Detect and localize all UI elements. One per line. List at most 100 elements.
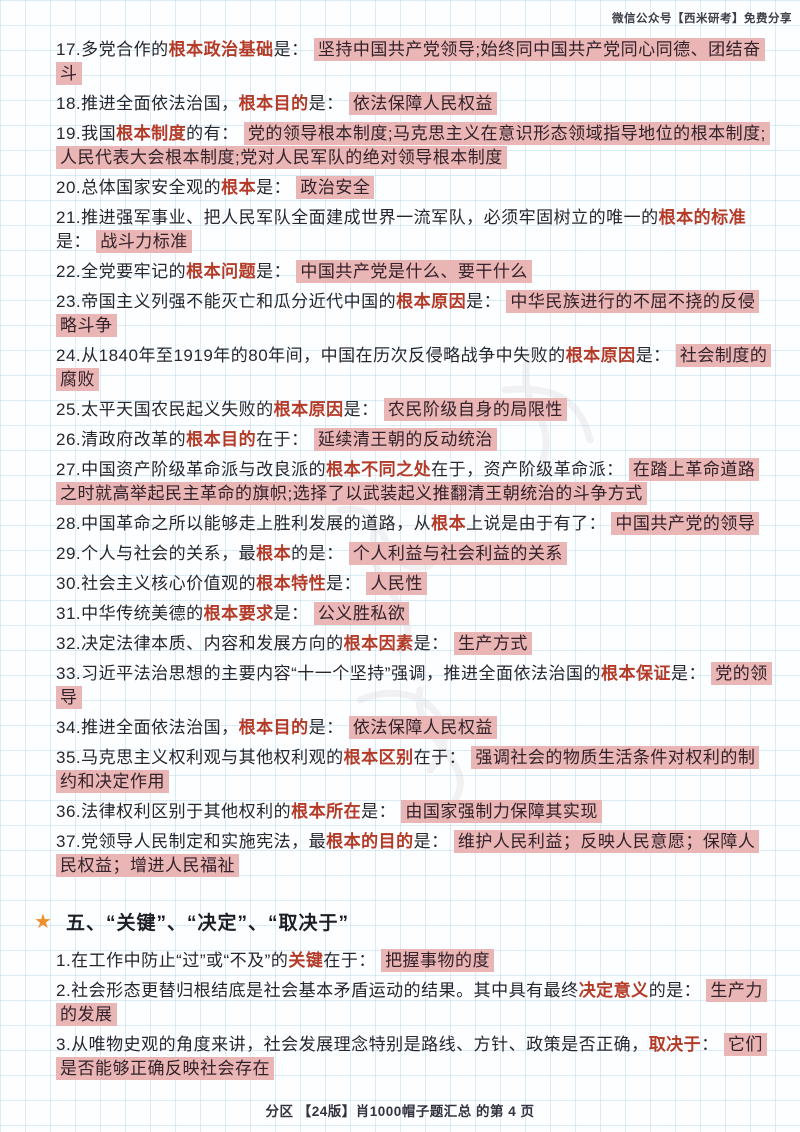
- section-header-five: ★ 五、“关键”、“决定”、“取决于”: [34, 908, 770, 935]
- keyword-red: 关键: [288, 951, 324, 970]
- answer-highlight: 政治安全: [296, 176, 375, 199]
- question-text: 28.中国革命之所以能够走上胜利发展的道路，从: [56, 514, 432, 533]
- question-text: ：: [701, 1035, 724, 1054]
- answer-highlight: 中国共产党的领导: [611, 512, 760, 535]
- keyword-red: 根本问题: [186, 262, 257, 281]
- answer-highlight: 依法保障人民权益: [348, 92, 497, 115]
- keyword-red: 根本不同之处: [326, 460, 432, 479]
- question-text: 是：: [308, 718, 349, 737]
- page-content: 17.多党合作的根本政治基础是： 坚持中国共产党领导;始终同中国共产党同心同德、…: [34, 38, 772, 1080]
- keyword-red: 根本的目的: [326, 832, 414, 851]
- question-item: 17.多党合作的根本政治基础是： 坚持中国共产党领导;始终同中国共产党同心同德、…: [56, 38, 770, 86]
- keyword-red: 决定意义: [578, 981, 649, 1000]
- keyword-red: 根本所在: [291, 802, 362, 821]
- question-text: 35.马克思主义权利观与其他权利观的: [56, 748, 344, 767]
- question-text: 的是：: [648, 981, 707, 1000]
- question-text: 23.帝国主义列强不能灭亡和瓜分近代中国的: [56, 292, 397, 311]
- answer-highlight: 中国共产党是什么、要干什么: [296, 260, 532, 283]
- question-item: 1.在工作中防止“过”或“不及”的关键在于： 把握事物的度: [56, 949, 770, 973]
- question-text: 是：: [670, 664, 712, 683]
- question-item: 36.法律权利区别于其他权利的根本所在是： 由国家强制力保障其实现: [56, 800, 770, 824]
- answer-highlight: 公义胜私欲: [313, 602, 410, 625]
- question-item: 33.习近平法治思想的主要内容“十一个坚持”强调，推进全面依法治国的根本保证是：…: [56, 662, 772, 710]
- question-text: 是：: [635, 346, 676, 365]
- question-item: 20.总体国家安全观的根本是： 政治安全: [56, 176, 770, 200]
- question-text: 2.社会形态更替归根结底是社会基本矛盾运动的结果。其中具有最终: [56, 981, 579, 1000]
- section-title: 五、“关键”、“决定”、“取决于”: [65, 913, 349, 934]
- question-text: 21.推进强军事业、把人民军队全面建成世界一流军队，必须牢固树立的唯一的: [56, 208, 659, 227]
- question-item: 23.帝国主义列强不能灭亡和瓜分近代中国的根本原因是： 中华民族进行的不屈不挠的…: [56, 290, 770, 338]
- keyword-red: 根本目的: [238, 94, 309, 113]
- question-text: 19.我国: [56, 124, 117, 143]
- question-text: 32.决定法律本质、内容和发展方向的: [56, 634, 344, 653]
- question-text: 在于，资产阶级革命派：: [431, 460, 629, 479]
- question-text: 22.全党要牢记的: [56, 262, 187, 281]
- answer-highlight: 战斗力标准: [96, 230, 192, 253]
- question-text: 是：: [273, 40, 314, 59]
- question-item: 24.从1840年至1919年的80年间，中国在历次反侵略战争中失败的根本原因是…: [56, 344, 772, 392]
- question-text: 20.总体国家安全观的: [56, 178, 222, 197]
- keyword-red: 根本原因: [396, 292, 467, 311]
- question-item: 28.中国革命之所以能够走上胜利发展的道路，从根本上说是由于有了： 中国共产党的…: [56, 512, 770, 536]
- answer-highlight: 由国家强制力保障其实现: [401, 800, 602, 823]
- question-item: 2.社会形态更替归根结底是社会基本矛盾运动的结果。其中具有最终决定意义的是： 生…: [56, 979, 770, 1027]
- question-text: 37.党领导人民制定和实施宪法，最: [56, 832, 327, 851]
- keyword-red: 根本原因: [565, 346, 636, 365]
- question-text: 30.社会主义核心价值观的: [56, 574, 257, 593]
- question-text: 是：: [466, 292, 507, 311]
- question-item: 25.太平天国农民起义失败的根本原因是： 农民阶级自身的局限性: [56, 398, 770, 422]
- question-text: 是：: [256, 178, 297, 197]
- question-text: 上说是由于有了：: [466, 514, 612, 533]
- keyword-red: 根本区别: [343, 748, 414, 767]
- answer-highlight: 农民阶级自身的局限性: [383, 398, 567, 421]
- question-item: 26.清政府改革的根本目的在于： 延续清王朝的反动统治: [56, 428, 770, 452]
- keyword-red: 取决于: [648, 1035, 702, 1054]
- question-item: 30.社会主义核心价值观的根本特性是： 人民性: [56, 572, 770, 596]
- question-text: 是：: [56, 232, 97, 251]
- keyword-red: 根本特性: [256, 574, 327, 593]
- question-text: 是：: [413, 832, 454, 851]
- answer-highlight: 生产方式: [453, 632, 532, 655]
- keyword-red: 根本因素: [343, 634, 414, 653]
- question-item: 32.决定法律本质、内容和发展方向的根本因素是： 生产方式: [56, 632, 770, 656]
- keyword-red: 根本政治基础: [168, 40, 274, 59]
- question-item: 18.推进全面依法治国，根本目的是： 依法保障人民权益: [56, 92, 770, 116]
- question-text: 是：: [308, 94, 349, 113]
- question-text: 24.从1840年至1919年的80年间，中国在历次反侵略战争中失败的: [56, 346, 566, 365]
- keyword-red: 根本保证: [600, 664, 671, 683]
- wechat-account-note: 微信公众号【西米研考】免费分享: [612, 13, 792, 25]
- question-item: 29.个人与社会的关系，最根本的是： 个人利益与社会利益的关系: [56, 542, 770, 566]
- question-text: 是：: [326, 574, 367, 593]
- page-footer: 分区 【24版】肖1000帽子题汇总 的第 4 页: [265, 1104, 535, 1119]
- answer-highlight: 延续清王朝的反动统治: [313, 428, 497, 451]
- question-text: 是：: [361, 802, 402, 821]
- question-text: 29.个人与社会的关系，最: [56, 544, 257, 563]
- keyword-red: 根本: [256, 544, 292, 563]
- question-item: 19.我国根本制度的有： 党的领导根本制度;马克思主义在意识形态领域指导地位的根…: [56, 122, 770, 170]
- answer-highlight: 依法保障人民权益: [348, 716, 497, 739]
- question-text: 是：: [256, 262, 297, 281]
- keyword-red: 根本要求: [203, 604, 274, 623]
- question-text: 27.中国资产阶级革命派与改良派的: [56, 460, 327, 479]
- answer-highlight: 把握事物的度: [381, 949, 495, 972]
- answer-highlight: 个人利益与社会利益的关系: [348, 542, 567, 565]
- question-item: 27.中国资产阶级革命派与改良派的根本不同之处在于，资产阶级革命派： 在踏上革命…: [56, 458, 770, 506]
- keyword-red: 根本制度: [116, 124, 187, 143]
- question-text: 的是：: [291, 544, 349, 563]
- keyword-red: 根本目的: [238, 718, 309, 737]
- question-item: 34.推进全面依法治国，根本目的是： 依法保障人民权益: [56, 716, 770, 740]
- star-icon: ★: [34, 910, 52, 933]
- question-text: 的有：: [186, 124, 244, 143]
- question-text: 31.中华传统美德的: [56, 604, 204, 623]
- question-text: 26.清政府改革的: [56, 430, 187, 449]
- question-text: 是：: [343, 400, 384, 419]
- question-item: 35.马克思主义权利观与其他权利观的根本区别在于： 强调社会的物质生活条件对权利…: [56, 746, 770, 794]
- question-item: 31.中华传统美德的根本要求是： 公义胜私欲: [56, 602, 770, 626]
- question-text: 1.在工作中防止“过”或“不及”的: [56, 951, 289, 970]
- question-text: 在于：: [256, 430, 314, 449]
- answer-highlight: 人民性: [366, 572, 427, 595]
- question-text: 是：: [273, 604, 314, 623]
- question-item: 21.推进强军事业、把人民军队全面建成世界一流军队，必须牢固树立的唯一的根本的标…: [56, 206, 770, 254]
- question-text: 是：: [413, 634, 454, 653]
